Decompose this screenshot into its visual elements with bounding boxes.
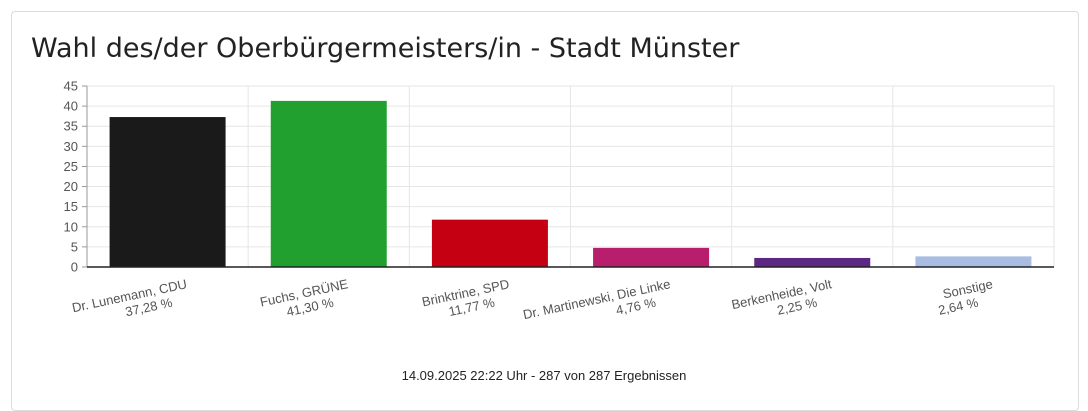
y-tick-label: 15 [64, 199, 78, 214]
chart-title: Wahl des/der Oberbürgermeisters/in - Sta… [31, 33, 740, 64]
y-tick-label: 10 [64, 219, 78, 234]
bar-3 [593, 247, 710, 267]
y-tick-label: 5 [71, 239, 78, 254]
bar-1 [270, 100, 387, 267]
bar-0 [109, 117, 226, 268]
bar-4 [754, 257, 871, 267]
bar-2 [431, 219, 548, 267]
status-footer: 14.09.2025 22:22 Uhr - 287 von 287 Ergeb… [401, 368, 687, 383]
y-tick-label: 25 [64, 159, 78, 174]
y-tick-label: 30 [64, 139, 78, 154]
bar-5 [915, 256, 1032, 267]
chart-grid [86, 85, 1055, 267]
y-tick-label: 35 [64, 119, 78, 134]
y-tick-label: 45 [64, 79, 78, 94]
bars [109, 100, 1032, 268]
y-tick-label: 20 [64, 179, 78, 194]
y-tick-label: 0 [71, 260, 78, 275]
y-axis: 0 5 10 15 20 25 30 35 40 45 [64, 79, 88, 275]
y-tick-label: 40 [64, 99, 78, 114]
